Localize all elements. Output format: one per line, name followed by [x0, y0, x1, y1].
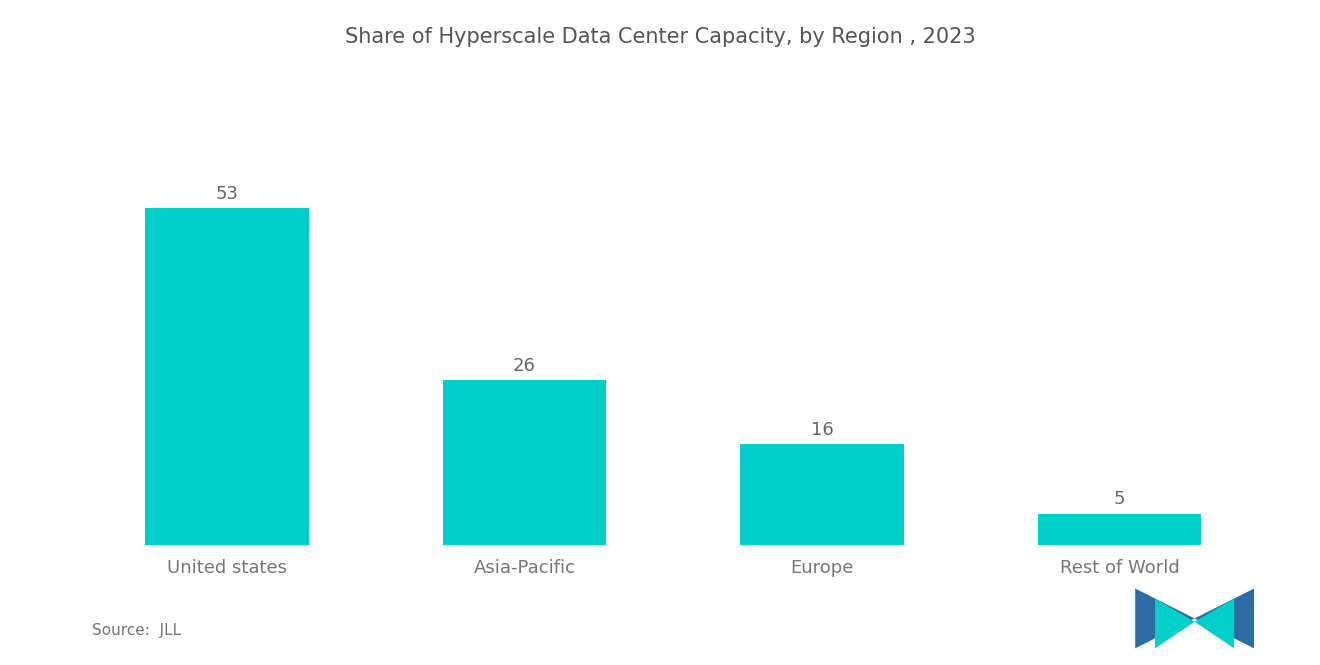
Text: 26: 26	[513, 357, 536, 375]
Bar	[442, 380, 606, 545]
Text: 5: 5	[1114, 490, 1125, 509]
Text: 16: 16	[810, 420, 833, 438]
Text: 53: 53	[215, 186, 239, 203]
Bar	[1038, 513, 1201, 545]
Polygon shape	[1135, 589, 1195, 648]
Text: Source:  JLL: Source: JLL	[92, 623, 182, 638]
Bar	[741, 444, 904, 545]
Polygon shape	[1195, 598, 1234, 648]
Text: Share of Hyperscale Data Center Capacity, by Region , 2023: Share of Hyperscale Data Center Capacity…	[345, 27, 975, 47]
Polygon shape	[1195, 589, 1254, 648]
Polygon shape	[1155, 598, 1195, 648]
Bar	[145, 208, 309, 545]
